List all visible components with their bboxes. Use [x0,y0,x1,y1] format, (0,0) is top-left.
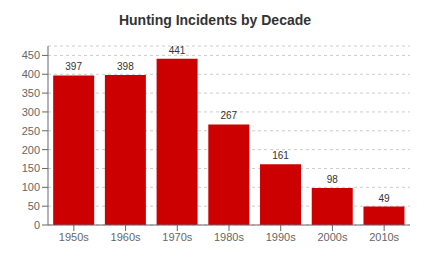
svg-text:200: 200 [22,144,40,156]
svg-text:2010s: 2010s [369,231,399,243]
svg-text:400: 400 [22,68,40,80]
svg-text:1950s: 1950s [59,231,89,243]
html-text:Hunting Incidents by Decade: Hunting Incidents by Decade [118,12,312,28]
svg-text:2000s: 2000s [317,231,347,243]
svg-text:397: 397 [65,61,82,72]
svg-text:100: 100 [22,181,40,193]
svg-text:398: 398 [117,61,134,72]
svg-text:0: 0 [34,219,40,231]
svg-text:1960s: 1960s [111,231,141,243]
svg-text:267: 267 [220,110,237,121]
svg-text:50: 50 [28,200,40,212]
svg-text:161: 161 [272,150,289,161]
svg-text:49: 49 [378,193,390,204]
svg-text:1970s: 1970s [162,231,192,243]
svg-text:300: 300 [22,106,40,118]
svg-text:1980s: 1980s [214,231,244,243]
svg-text:450: 450 [22,49,40,61]
svg-text:98: 98 [327,174,339,185]
svg-text:441: 441 [169,45,186,56]
svg-text:150: 150 [22,162,40,174]
svg-text:250: 250 [22,125,40,137]
svg-text:1990s: 1990s [266,231,296,243]
svg-text:350: 350 [22,87,40,99]
